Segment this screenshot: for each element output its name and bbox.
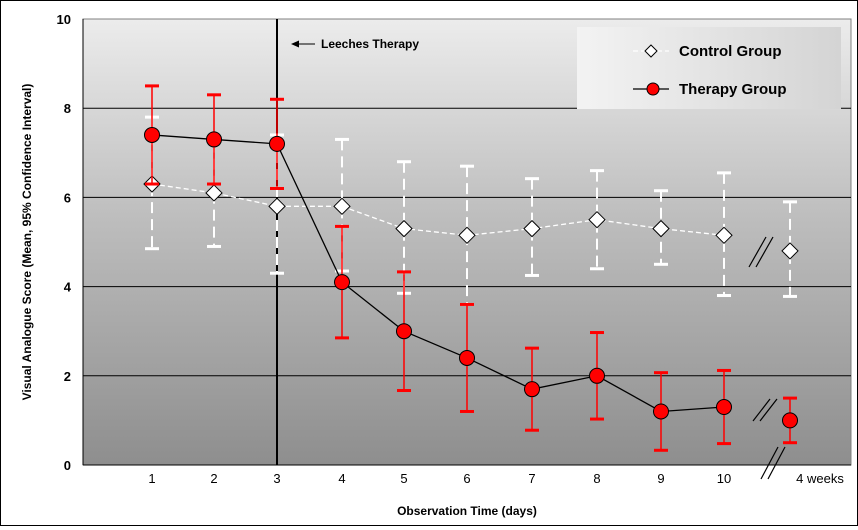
x-tick-label: 3 bbox=[273, 471, 280, 486]
x-axis-title: Observation Time (days) bbox=[397, 504, 537, 518]
data-point-circle bbox=[459, 349, 475, 366]
y-tick-label: 10 bbox=[57, 12, 71, 27]
x-tick-label: 2 bbox=[210, 471, 217, 486]
data-point-circle bbox=[334, 274, 350, 291]
axis-break-mark bbox=[752, 398, 771, 422]
y-tick-label: 8 bbox=[64, 101, 71, 116]
y-tick-label: 0 bbox=[64, 458, 71, 473]
data-point-circle bbox=[716, 399, 732, 416]
data-point-circle bbox=[144, 126, 160, 143]
data-point-circle bbox=[524, 381, 540, 398]
legend-control-diamond bbox=[644, 44, 658, 58]
legend-therapy-circle bbox=[646, 82, 660, 96]
data-point-diamond bbox=[333, 197, 351, 216]
legend-therapy-label: Therapy Group bbox=[679, 81, 787, 98]
x-tick-label: 7 bbox=[528, 471, 535, 486]
y-axis-title: Visual Analogue Score (Mean, 95% Confide… bbox=[20, 84, 34, 401]
x-tick-label: 10 bbox=[717, 471, 731, 486]
data-point-circle bbox=[269, 135, 285, 152]
data-point-diamond bbox=[268, 197, 286, 216]
annotation-label: Leeches Therapy bbox=[321, 37, 419, 51]
y-tick-label: 6 bbox=[64, 190, 71, 205]
axis-break-mark bbox=[748, 236, 767, 268]
data-point-diamond bbox=[781, 242, 799, 260]
series-line bbox=[151, 183, 725, 236]
control-series bbox=[143, 115, 799, 306]
x-tick-label: 4 weeks bbox=[796, 471, 844, 486]
therapy-series bbox=[144, 84, 798, 452]
legend-box bbox=[577, 27, 841, 109]
data-point-circle bbox=[589, 367, 605, 384]
data-point-diamond bbox=[458, 226, 476, 245]
legend-control-label: Control Group bbox=[679, 43, 781, 60]
axis-break-mark bbox=[760, 446, 779, 480]
axis-break-mark bbox=[755, 236, 774, 268]
data-point-circle bbox=[782, 412, 798, 429]
y-tick-label: 2 bbox=[64, 369, 71, 384]
axis-break-mark bbox=[767, 446, 786, 480]
legend: Control Group Therapy Group bbox=[577, 27, 841, 109]
data-point-diamond bbox=[523, 219, 541, 238]
data-point-diamond bbox=[588, 210, 606, 229]
data-point-diamond bbox=[205, 184, 223, 202]
x-tick-label: 6 bbox=[463, 471, 470, 486]
x-tick-label: 8 bbox=[593, 471, 600, 486]
x-tick-label: 1 bbox=[148, 471, 155, 486]
axis-break-mark bbox=[759, 398, 778, 422]
x-tick-label: 5 bbox=[400, 471, 407, 486]
series-line bbox=[151, 134, 725, 413]
x-tick-label: 9 bbox=[657, 471, 664, 486]
y-tick-label: 4 bbox=[64, 280, 72, 295]
data-point-diamond bbox=[395, 219, 413, 238]
data-point-diamond bbox=[715, 226, 733, 245]
data-point-circle bbox=[653, 403, 669, 420]
x-tick-label: 4 bbox=[338, 471, 345, 486]
data-point-diamond bbox=[652, 219, 670, 238]
data-point-circle bbox=[396, 323, 412, 340]
data-point-circle bbox=[206, 131, 222, 148]
annotation-arrow-head bbox=[291, 40, 299, 48]
